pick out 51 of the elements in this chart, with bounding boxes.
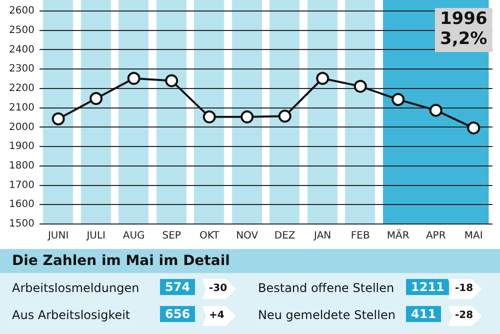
y-tick-label: 2100 [8, 102, 34, 114]
text: Bestand offene Stellen [258, 281, 394, 295]
text: 656 [160, 306, 196, 322]
y-tick-label: 1600 [8, 199, 34, 210]
y-tick-label: 1500 [8, 218, 34, 230]
point [467, 121, 480, 134]
point [52, 112, 65, 126]
point [429, 104, 442, 117]
x-tick-label: MAI [464, 230, 483, 242]
point [240, 110, 254, 124]
annotation: 1996 [440, 8, 488, 29]
y-tick-label: 1700 [8, 180, 34, 191]
point [278, 110, 292, 123]
text: Aus Arbeitslosigkeit [12, 308, 130, 322]
y-tick-label: 2600 [8, 6, 34, 17]
text: Neu gemeldete Stellen [258, 308, 396, 322]
point [354, 80, 367, 93]
x-tick-label: NOV [236, 230, 258, 242]
point [316, 72, 330, 85]
x-tick-label: AUG [122, 230, 145, 242]
y-tick-label: 1800 [8, 160, 34, 172]
x-tick-label: JUNI [46, 230, 69, 242]
x-tick-label: APR [426, 230, 446, 242]
point [392, 92, 405, 106]
x-tick-label: OKT [199, 230, 220, 242]
x-tick-label: JULI [86, 230, 106, 242]
y-tick-label: 2400 [8, 44, 34, 56]
x-tick-label: DEZ [274, 230, 296, 242]
point [127, 72, 140, 85]
text: 1211 [406, 279, 450, 295]
y-tick-label: 2200 [8, 83, 34, 94]
text: -18 [455, 283, 474, 294]
text: 574 [160, 279, 196, 295]
point [165, 74, 178, 88]
y-tick-label: 1900 [8, 141, 34, 152]
y-tick-label: 2000 [8, 122, 34, 133]
point [90, 92, 103, 106]
text: Arbeitslosmeldungen [12, 281, 140, 295]
text: +4 [209, 310, 224, 321]
x-tick-label: MÄR [386, 228, 410, 242]
x-tick-label: JAN [313, 230, 332, 242]
x-tick-label: FEB [350, 230, 370, 242]
y-tick-label: 2300 [8, 64, 34, 75]
text: -30 [209, 283, 228, 294]
text: Die Zahlen im Mai im Detail [0, 249, 500, 273]
text: 411 [406, 306, 442, 322]
annotation: 3,2% [440, 28, 488, 49]
y-tick-label: 2500 [8, 24, 34, 36]
point [202, 110, 216, 124]
text: -28 [455, 310, 474, 321]
x-tick-label: SEP [162, 230, 181, 242]
